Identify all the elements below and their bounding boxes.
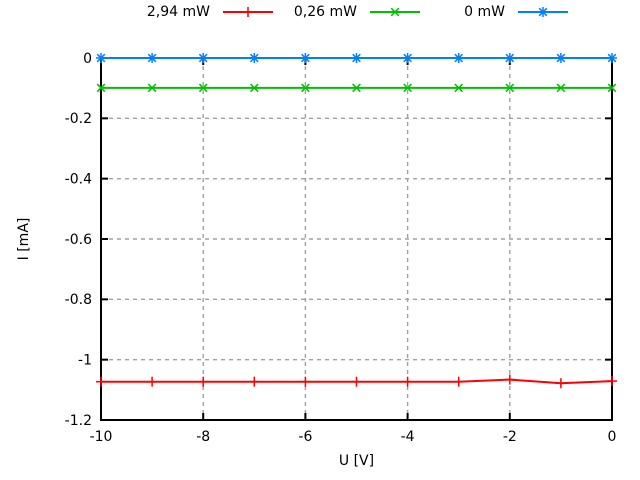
marker-cross-icon — [198, 83, 208, 93]
legend: 2,94 mW 0,26 mW 0 mW — [0, 0, 640, 24]
marker-plus-icon — [243, 7, 253, 17]
marker-asterisk-icon — [351, 53, 362, 63]
marker-cross-icon — [301, 83, 310, 93]
marker-asterisk-icon — [538, 7, 548, 17]
marker-cross-icon — [96, 83, 106, 93]
x-tick-label: -2 — [503, 429, 517, 445]
y-tick-label: 0 — [83, 51, 92, 67]
legend-label-0-mw: 0 mW — [464, 4, 505, 20]
marker-asterisk-icon — [555, 53, 566, 63]
marker-cross-icon — [390, 7, 400, 17]
marker-cross-icon — [505, 83, 515, 93]
marker-cross-icon — [454, 83, 464, 93]
marker-asterisk-icon — [249, 53, 260, 63]
x-tick-label: -8 — [196, 429, 210, 445]
marker-plus-icon — [147, 376, 158, 387]
marker-plus-icon — [198, 376, 209, 387]
marker-plus-icon — [249, 376, 260, 387]
y-tick-label: -1 — [78, 352, 92, 368]
y-tick-label: -0.2 — [65, 111, 92, 127]
marker-plus-icon — [351, 376, 362, 387]
marker-asterisk-icon — [147, 53, 158, 63]
marker-plus-icon — [96, 376, 106, 387]
legend-item-0-26-mw: 0,26 mW — [246, 2, 420, 22]
legend-label-0-26-mw: 0,26 mW — [293, 4, 357, 20]
marker-plus-icon — [504, 374, 515, 385]
marker-cross-icon — [556, 83, 566, 93]
series-0-mw — [96, 53, 617, 63]
marker-plus-icon — [300, 376, 311, 387]
legend-sample-line-icon — [223, 7, 273, 17]
legend-item-0-mw: 0 mW — [393, 2, 568, 22]
legend-item-2-94-mw: 2,94 mW — [98, 2, 273, 22]
x-tick-label: -10 — [90, 429, 113, 445]
marker-plus-icon — [402, 376, 413, 387]
y-tick-label: -1.2 — [65, 413, 92, 429]
marker-asterisk-icon — [607, 53, 617, 63]
series-0-26-mw — [96, 83, 617, 93]
y-tick-label: -0.6 — [65, 232, 92, 248]
marker-plus-icon — [453, 376, 464, 387]
y-axis-label: I [mA] — [16, 217, 32, 261]
y-tick-label: -0.8 — [65, 292, 92, 308]
x-axis-label: U [V] — [338, 453, 375, 469]
marker-asterisk-icon — [504, 53, 515, 63]
marker-cross-icon — [607, 83, 617, 93]
legend-sample-0-26-mw — [370, 7, 420, 17]
legend-sample-0-mw — [518, 7, 568, 17]
marker-plus-icon — [555, 378, 566, 389]
y-tick-label: -0.4 — [65, 171, 92, 187]
marker-cross-icon — [403, 83, 412, 93]
marker-asterisk-icon — [300, 53, 311, 63]
marker-asterisk-icon — [198, 53, 209, 63]
x-tick-label: -6 — [298, 429, 312, 445]
marker-asterisk-icon — [453, 53, 464, 63]
series-2-94-mw — [96, 374, 617, 389]
marker-cross-icon — [147, 83, 157, 93]
grid-lines — [101, 58, 612, 420]
marker-plus-icon — [607, 376, 617, 387]
x-tick-label: -4 — [401, 429, 415, 445]
legend-sample-line-icon — [518, 7, 568, 17]
marker-asterisk-icon — [96, 53, 106, 63]
marker-cross-icon — [352, 83, 361, 93]
marker-asterisk-icon — [402, 53, 413, 63]
legend-sample-line-icon — [370, 7, 420, 17]
legend-sample-2-94-mw — [223, 7, 273, 17]
legend-label-2-94-mw: 2,94 mW — [146, 4, 210, 20]
x-tick-label: 0 — [608, 429, 617, 445]
marker-cross-icon — [249, 83, 259, 93]
